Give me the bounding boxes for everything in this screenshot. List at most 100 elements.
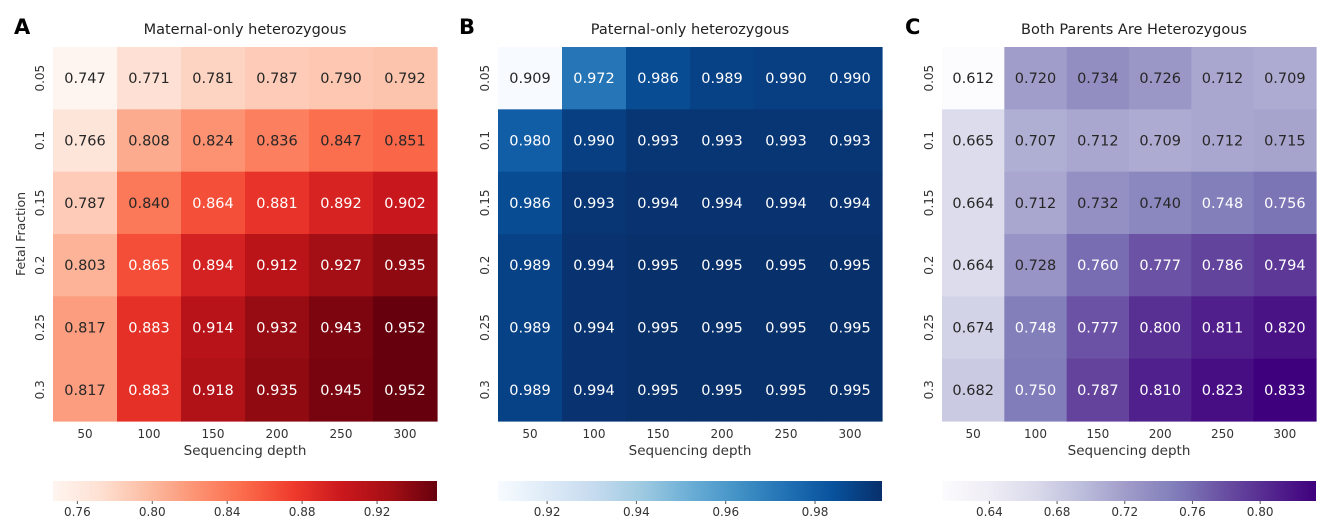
heatmap-cell: [309, 171, 374, 235]
cell-value-label: 0.803: [64, 258, 106, 274]
cell-value-label: 0.993: [701, 134, 743, 150]
cell-value-label: 0.864: [192, 196, 234, 212]
cell-value-label: 0.918: [192, 383, 234, 399]
cell-value-label: 0.989: [509, 383, 551, 399]
cell-value-label: 0.865: [128, 258, 170, 274]
cell-value-label: 0.800: [1139, 321, 1181, 337]
cell-value-label: 0.995: [765, 321, 807, 337]
cell-value-label: 0.892: [320, 196, 362, 212]
cell-value-label: 0.902: [384, 196, 426, 212]
heatmap-cell: [690, 296, 755, 360]
cell-value-label: 0.952: [384, 383, 426, 399]
cell-value-label: 0.794: [1264, 258, 1306, 274]
heatmap-cell: [309, 47, 374, 110]
heatmap-cell: [53, 47, 118, 110]
cell-value-label: 0.612: [952, 71, 994, 87]
cell-value-label: 0.914: [192, 321, 234, 337]
cell-value-label: 0.851: [384, 134, 426, 150]
heatmap-cell: [942, 109, 1005, 173]
cell-value-label: 0.995: [829, 383, 871, 399]
cell-value-label: 0.995: [829, 258, 871, 274]
cell-value-label: 0.817: [64, 321, 106, 337]
heatmap-cell: [1004, 296, 1068, 360]
cell-value-label: 0.952: [384, 321, 426, 337]
heatmap-cell: [626, 358, 691, 422]
cell-value-label: 0.810: [1139, 383, 1181, 399]
x-tick-label: 50: [966, 427, 981, 441]
heatmap-cell: [1004, 47, 1068, 110]
heatmap-cell: [117, 109, 182, 173]
x-axis-label: Sequencing depth: [629, 443, 752, 459]
cell-value-label: 0.766: [64, 134, 106, 150]
heatmap-cell: [818, 358, 883, 422]
heatmap-cell: [1191, 234, 1255, 297]
x-tick-label: 50: [522, 427, 537, 441]
colorbar-tick-label: 0.72: [1111, 505, 1138, 517]
cell-value-label: 0.808: [128, 134, 170, 150]
panel-letter: B: [459, 15, 475, 39]
heatmap-cell: [309, 109, 374, 173]
x-tick-label: 100: [138, 427, 161, 441]
cell-value-label: 0.781: [192, 71, 234, 87]
cell-value-label: 0.995: [765, 383, 807, 399]
heatmap-cell: [626, 171, 691, 235]
cell-value-label: 0.817: [64, 383, 106, 399]
heatmap-cell: [562, 358, 627, 422]
heatmap-cell: [1066, 358, 1130, 422]
heatmap-cell: [562, 171, 627, 235]
x-tick-label: 250: [330, 427, 353, 441]
cell-value-label: 0.995: [701, 258, 743, 274]
y-tick-label: 0.15: [922, 189, 936, 216]
colorbar-tick-label: 0.80: [1247, 505, 1274, 517]
cell-value-label: 0.935: [256, 383, 298, 399]
cell-value-label: 0.715: [1264, 134, 1306, 150]
cell-value-label: 0.932: [256, 321, 298, 337]
cell-value-label: 0.990: [573, 134, 615, 150]
heatmap-cell: [1004, 358, 1068, 422]
cell-value-label: 0.792: [384, 71, 426, 87]
cell-value-label: 0.883: [128, 383, 170, 399]
heatmap-cell: [309, 296, 374, 360]
heatmap-cell: [1129, 171, 1192, 235]
cell-value-label: 0.756: [1264, 196, 1306, 212]
heatmap-cell: [818, 47, 883, 110]
cell-value-label: 0.760: [1077, 258, 1119, 274]
heatmap-cell: [942, 234, 1005, 297]
heatmap-cell: [53, 358, 118, 422]
heatmap-cell: [1191, 109, 1255, 173]
cell-value-label: 0.989: [509, 258, 551, 274]
cell-value-label: 0.712: [1202, 134, 1244, 150]
heatmap-cell: [498, 296, 563, 360]
y-tick-label: 0.3: [478, 380, 492, 399]
colorbar-tick-label: 0.80: [139, 505, 166, 517]
heatmap-cell: [245, 171, 310, 235]
heatmap-cell: [626, 109, 691, 173]
heatmap-cell: [754, 296, 819, 360]
cell-value-label: 0.986: [637, 71, 679, 87]
cell-value-label: 0.682: [952, 383, 994, 399]
cell-value-label: 0.994: [573, 383, 615, 399]
heatmap-cell: [373, 358, 438, 422]
cell-value-label: 0.995: [637, 258, 679, 274]
cell-value-label: 0.674: [952, 321, 994, 337]
cell-value-label: 0.935: [384, 258, 426, 274]
heatmap-cell: [562, 296, 627, 360]
heatmap-cell: [1253, 47, 1317, 110]
heatmap-cell: [1066, 109, 1130, 173]
heatmap-cell: [754, 171, 819, 235]
cell-value-label: 0.995: [637, 383, 679, 399]
cell-value-label: 0.909: [509, 71, 551, 87]
cell-value-label: 0.777: [1139, 258, 1181, 274]
x-tick-label: 300: [839, 427, 862, 441]
heatmap-cell: [942, 47, 1005, 110]
colorbar-tick-label: 0.96: [712, 505, 739, 517]
heatmap-cell: [818, 296, 883, 360]
heatmap-cell: [1191, 171, 1255, 235]
heatmap-cell: [309, 234, 374, 297]
y-tick-label: 0.2: [478, 256, 492, 275]
heatmap-cell: [1004, 109, 1068, 173]
y-tick-label: 0.25: [33, 314, 47, 341]
colorbar: [498, 481, 882, 501]
cell-value-label: 0.995: [701, 321, 743, 337]
